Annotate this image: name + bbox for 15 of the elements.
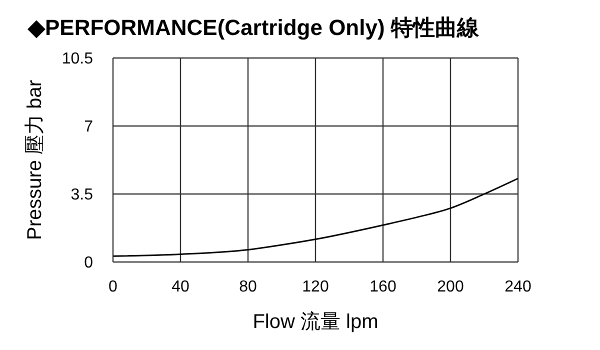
- y-axis-title: Pressure 壓力 bar: [24, 80, 46, 240]
- x-axis-title: Flow 流量 lpm: [252, 311, 378, 333]
- chart-title: ◆PERFORMANCE(Cartridge Only) 特性曲線: [28, 14, 480, 42]
- y-tick-label: 0: [84, 254, 94, 272]
- x-tick-label: 0: [108, 278, 118, 296]
- x-tick-label: 200: [437, 278, 464, 296]
- x-tick-label: 40: [172, 278, 190, 296]
- x-tick-label: 80: [239, 278, 257, 296]
- x-tick-label: 240: [504, 278, 532, 296]
- y-tick-label: 10.5: [62, 50, 94, 68]
- y-tick-label: 7: [84, 118, 94, 136]
- y-tick-label: 3.5: [70, 186, 94, 204]
- x-tick-label: 160: [370, 278, 396, 296]
- x-tick-label: 120: [302, 278, 329, 296]
- line-series: [113, 178, 518, 257]
